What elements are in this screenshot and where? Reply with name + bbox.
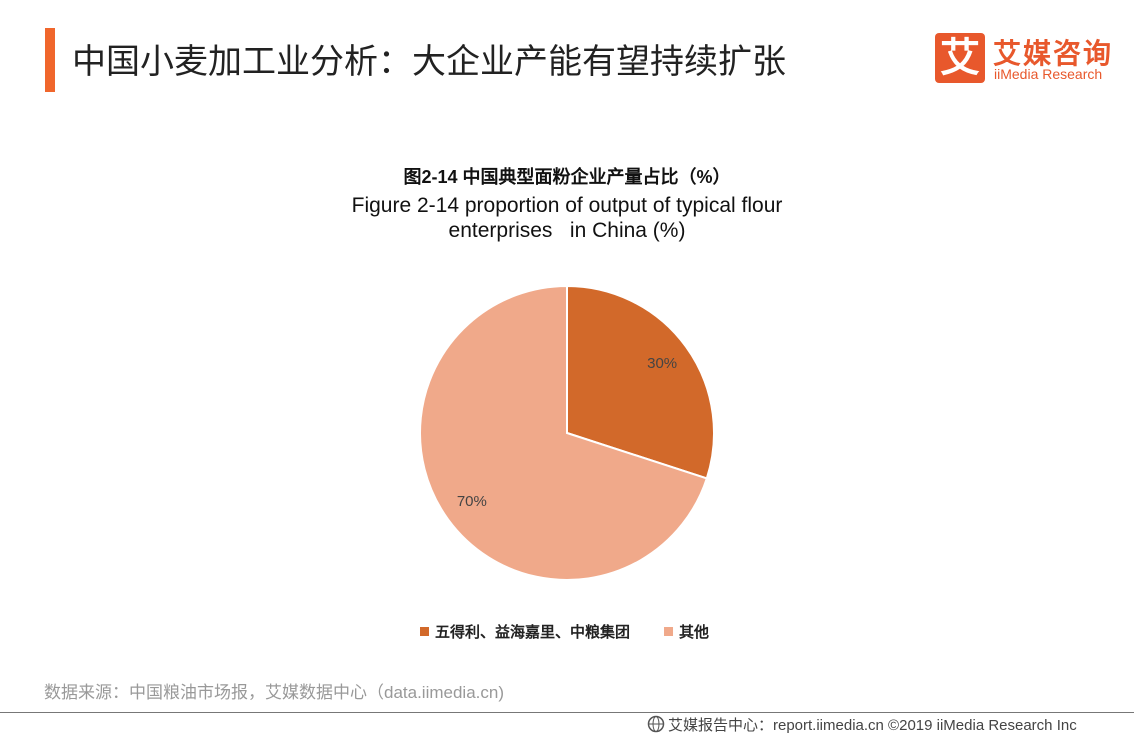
page-title: 中国小麦加工业分析：大企业产能有望持续扩张 bbox=[72, 43, 786, 81]
footer-rule bbox=[0, 712, 1134, 713]
pie-slice bbox=[566, 284, 715, 480]
legend-swatch bbox=[664, 627, 674, 636]
legend-swatch bbox=[420, 627, 429, 636]
value-label: 30% bbox=[647, 355, 677, 372]
value-label: 70% bbox=[457, 493, 487, 510]
pie-slice bbox=[419, 284, 709, 581]
logo-name: 艾媒咨询 bbox=[993, 38, 1114, 69]
legend-label: 其他 bbox=[679, 623, 709, 641]
globe-icon bbox=[647, 715, 665, 733]
logo-mark: 艾 bbox=[935, 33, 985, 83]
chart: 30% 70% 五得利、益海嘉里、中粮集团 其他 bbox=[419, 284, 715, 641]
legend-label: 五得利、益海嘉里、中粮集团 bbox=[435, 623, 630, 641]
title-accent bbox=[45, 28, 55, 92]
logo-name-en: iiMedia Research bbox=[994, 66, 1103, 82]
chart-subtitle: Figure 2-14 proportion of output of typi… bbox=[351, 194, 789, 242]
source: 数据来源：中国粮油市场报，艾媒数据中心（data.iimedia.cn) bbox=[44, 683, 505, 702]
footer: 艾媒报告中心：report.iimedia.cn ©2019 iiMedia R… bbox=[668, 717, 1077, 734]
chart-heading: 图2-14 中国典型面粉企业产量占比（%） Figure 2-14 propor… bbox=[300, 163, 834, 243]
chart-title: 图2-14 中国典型面粉企业产量占比（%） bbox=[403, 167, 731, 187]
